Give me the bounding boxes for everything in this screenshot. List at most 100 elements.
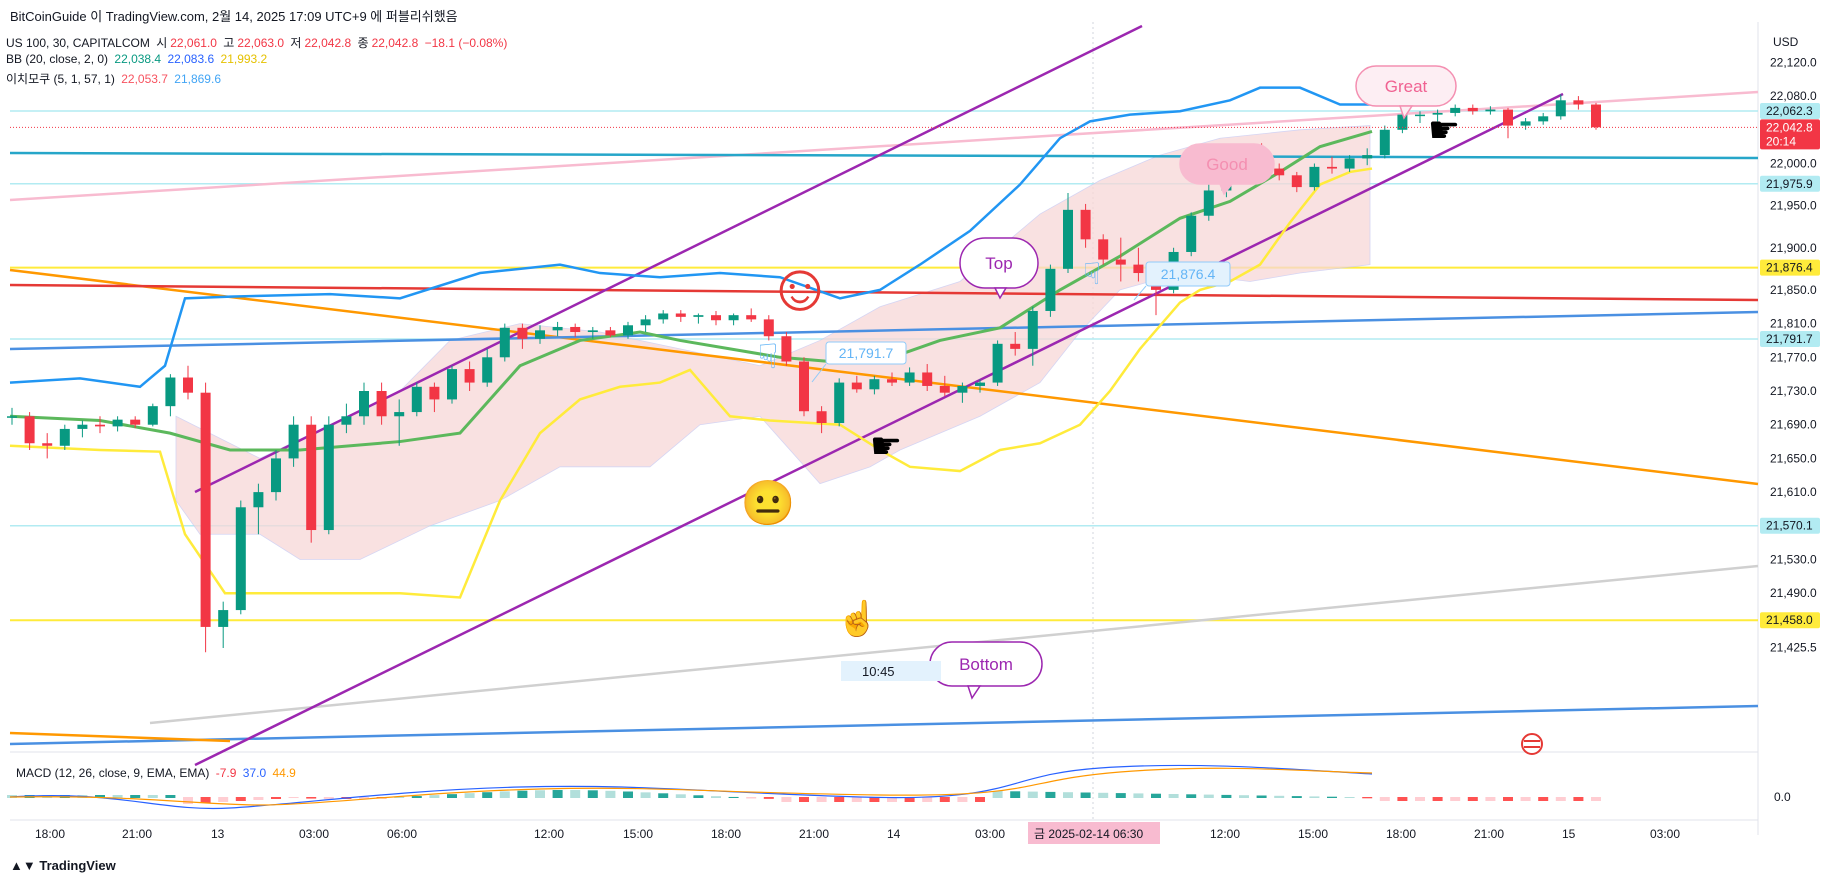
candle-body: [59, 428, 70, 446]
macd-histogram-bar: [1538, 797, 1549, 801]
macd-signal-line: [9, 767, 1373, 806]
macd-histogram-bar: [1186, 794, 1197, 798]
price-label-text: 21,458.0: [1766, 613, 1813, 627]
candle-body: [394, 412, 405, 417]
ichimoku-legend[interactable]: 이치모쿠 (5, 1, 57, 1) 22,053.7 21,869.6: [6, 70, 224, 87]
macd-histogram-bar: [1555, 797, 1566, 801]
macd-line-value: 37.0: [242, 766, 267, 780]
candle-body: [1274, 168, 1285, 176]
candle-body: [447, 369, 457, 400]
ichimoku-value-1: 22,053.7: [121, 72, 168, 86]
time-tick-label: 13: [211, 827, 225, 841]
macd-histogram-bar: [112, 795, 123, 798]
macd-hist-value: -7.9: [215, 766, 237, 780]
candle-body: [1098, 239, 1109, 260]
price-label-text: 21,876.4: [1766, 261, 1813, 275]
candle-body: [1186, 215, 1197, 252]
macd-histogram-bar: [1027, 791, 1038, 798]
blue-lower-line: [9, 704, 1759, 746]
macd-histogram-bar: [271, 797, 281, 799]
candle-body: [1203, 190, 1214, 216]
macd-histogram-bar: [499, 791, 510, 798]
time-tick-label: 18:00: [711, 827, 741, 841]
macd-histogram-bar: [130, 795, 141, 798]
channel-upper-line: [194, 24, 1143, 494]
candle-body: [271, 458, 281, 493]
price-tick-label: 21,900.0: [1770, 241, 1817, 255]
macd-histogram-bar: [359, 797, 369, 799]
time-tick-label: 18:00: [35, 827, 65, 841]
macd-histogram-bar: [1485, 797, 1496, 801]
candle-body: [253, 492, 264, 508]
macd-histogram-bar: [552, 790, 563, 798]
candle-body: [992, 343, 1003, 383]
open-value: 22,061.0: [170, 36, 217, 50]
macd-histogram-bar: [1274, 795, 1285, 798]
price-label-countdown: 20:14: [1766, 134, 1796, 148]
macd-histogram-bar: [1221, 794, 1232, 798]
price-note-1-pointer: [811, 363, 827, 383]
candle-body: [904, 372, 915, 383]
macd-histogram-bar: [1256, 795, 1267, 798]
price-note-1-text: 21,791.7: [839, 345, 894, 361]
close-value: 22,042.8: [371, 36, 419, 50]
macd-histogram-bar: [640, 792, 651, 798]
macd-histogram-bar: [323, 797, 334, 799]
macd-histogram-bar: [394, 796, 405, 798]
candle-body: [887, 379, 897, 383]
time-tick-label: 03:00: [975, 827, 1005, 841]
candle-body: [711, 315, 721, 321]
candle-body: [411, 386, 422, 413]
bb-legend[interactable]: BB (20, close, 2, 0) 22,038.4 22,083.6 2…: [6, 52, 270, 66]
price-tick-label: 22,080.0: [1770, 89, 1817, 103]
macd-histogram-bar: [851, 797, 862, 802]
time-tick-label: 12:00: [534, 827, 564, 841]
date-badge-bg: [1028, 822, 1160, 844]
candle-body: [517, 327, 528, 339]
candle-body: [728, 315, 739, 321]
candle-body: [1538, 116, 1549, 122]
macd-histogram-bar: [781, 797, 792, 802]
candle-body: [130, 419, 141, 425]
candle-body: [658, 313, 669, 320]
price-tick-label: 21,425.5: [1770, 641, 1817, 655]
symbol-name[interactable]: US 100, 30, CAPITALCOM: [6, 36, 150, 50]
candle-body: [675, 313, 686, 317]
candle-body: [1450, 107, 1461, 113]
candle-body: [957, 385, 968, 393]
time-tick-label: 03:00: [299, 827, 329, 841]
price-label-box: [1760, 119, 1820, 150]
time-tick-label: 18:00: [1386, 827, 1416, 841]
thumb-down-icon: ☟: [1083, 258, 1101, 291]
bottom-bubble-tail: [966, 685, 982, 700]
bb-basis-line: [9, 130, 1373, 452]
candle-body: [42, 443, 53, 446]
candle-body: [1045, 268, 1056, 311]
macd-legend[interactable]: MACD (12, 26, close, 9, EMA, EMA) -7.9 3…: [16, 766, 299, 780]
macd-histogram-bar: [623, 791, 633, 798]
bb-basis-value: 22,038.4: [114, 52, 162, 66]
time-tick-label: 06:00: [387, 827, 417, 841]
candle-body: [429, 386, 440, 400]
price-label-text: 21,570.1: [1766, 519, 1813, 533]
macd-histogram-bar: [799, 797, 809, 802]
us-flag-event-icon: [1521, 733, 1543, 755]
candle-body: [781, 336, 792, 362]
price-note-2-box: [1145, 261, 1231, 287]
candle-body: [623, 325, 633, 336]
macd-histogram-bar: [147, 795, 158, 798]
bb-lower-value: 21,993.2: [220, 52, 268, 66]
macd-histogram-bar: [711, 796, 721, 798]
macd-signal-value: 44.9: [272, 766, 296, 780]
us-flag-stripe: [1524, 740, 1540, 742]
price-label-box: [1760, 517, 1820, 534]
top-bubble-tail: [993, 287, 1008, 300]
time-tick-label: 21:00: [1474, 827, 1504, 841]
date-badge-text: 금 2025-02-14 06:30: [1034, 827, 1143, 841]
price-label-text: 21,791.7: [1766, 332, 1813, 346]
pointing-up-icon: ☝: [837, 598, 879, 639]
candle-body: [1133, 264, 1144, 274]
low-value: 22,042.8: [304, 36, 352, 50]
candle-body: [1485, 109, 1496, 112]
